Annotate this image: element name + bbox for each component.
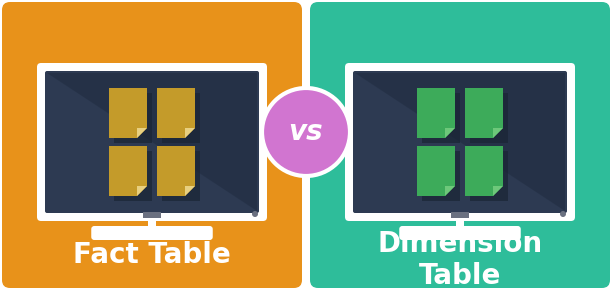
Polygon shape bbox=[470, 151, 508, 201]
Polygon shape bbox=[109, 146, 147, 196]
Polygon shape bbox=[47, 73, 257, 211]
Circle shape bbox=[252, 211, 258, 217]
Polygon shape bbox=[185, 128, 195, 138]
Bar bbox=[456, 211, 464, 229]
Polygon shape bbox=[157, 88, 195, 138]
Polygon shape bbox=[355, 73, 565, 211]
Polygon shape bbox=[493, 128, 503, 138]
Bar bbox=[451, 212, 469, 218]
Polygon shape bbox=[114, 151, 152, 201]
Polygon shape bbox=[162, 93, 200, 143]
Polygon shape bbox=[114, 93, 152, 143]
Polygon shape bbox=[493, 186, 503, 196]
Polygon shape bbox=[109, 88, 147, 138]
Text: vs: vs bbox=[289, 118, 323, 146]
Polygon shape bbox=[137, 128, 147, 138]
Polygon shape bbox=[422, 151, 460, 201]
Polygon shape bbox=[470, 93, 508, 143]
Polygon shape bbox=[137, 186, 147, 196]
Polygon shape bbox=[465, 146, 503, 196]
Polygon shape bbox=[422, 93, 460, 143]
FancyBboxPatch shape bbox=[310, 2, 610, 288]
FancyBboxPatch shape bbox=[37, 63, 267, 221]
Ellipse shape bbox=[262, 88, 350, 176]
Circle shape bbox=[560, 211, 566, 217]
Polygon shape bbox=[185, 186, 195, 196]
Polygon shape bbox=[417, 88, 455, 138]
FancyBboxPatch shape bbox=[45, 71, 259, 213]
FancyBboxPatch shape bbox=[345, 63, 575, 221]
Polygon shape bbox=[465, 88, 503, 138]
Polygon shape bbox=[157, 146, 195, 196]
Bar bbox=[148, 211, 156, 229]
Text: Dimension
Table: Dimension Table bbox=[378, 230, 543, 290]
Polygon shape bbox=[445, 186, 455, 196]
Polygon shape bbox=[162, 151, 200, 201]
FancyBboxPatch shape bbox=[91, 226, 213, 240]
Polygon shape bbox=[417, 146, 455, 196]
FancyBboxPatch shape bbox=[2, 2, 302, 288]
Bar bbox=[143, 212, 161, 218]
FancyBboxPatch shape bbox=[353, 71, 567, 213]
Text: Fact Table: Fact Table bbox=[73, 241, 231, 269]
Polygon shape bbox=[445, 128, 455, 138]
FancyBboxPatch shape bbox=[399, 226, 521, 240]
